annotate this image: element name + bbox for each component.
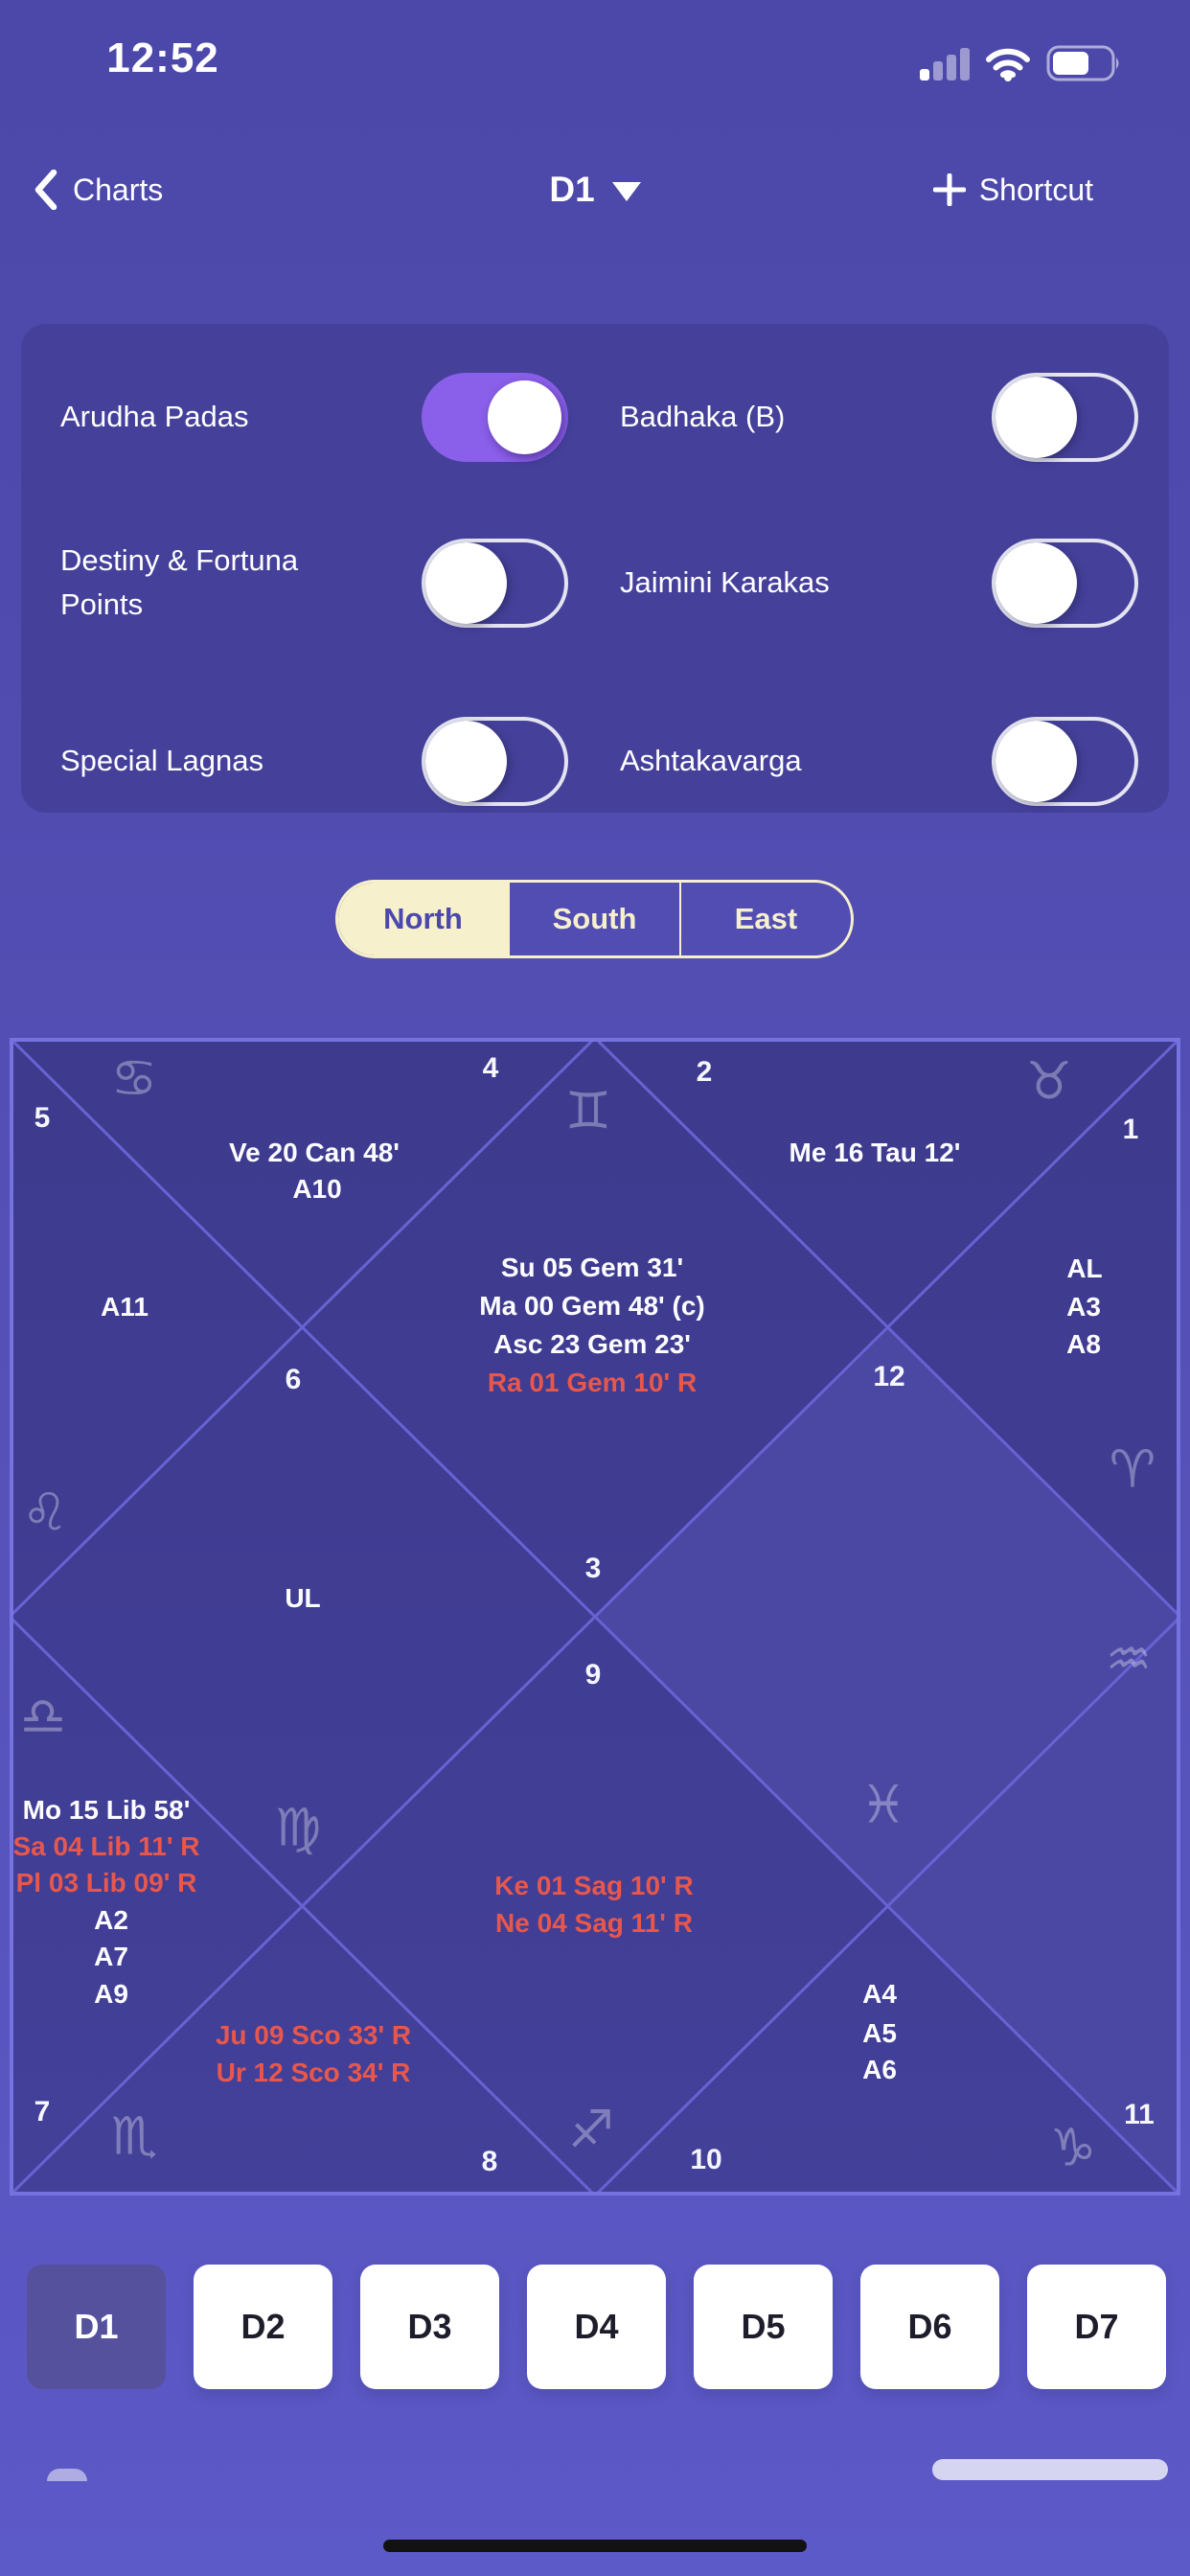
planet-rahu: Ra 01 Gem 10' R [487, 1368, 698, 1397]
house-number-aquarius: 11 [1124, 2099, 1155, 2130]
upapada-lagna: UL [285, 1583, 321, 1613]
gemini-icon: ♊ [564, 1080, 612, 1141]
arudha-lagna: AL [1066, 1254, 1103, 1283]
tab-south[interactable]: South [510, 883, 681, 955]
page-title: D1 [549, 170, 595, 209]
toggle-special-lagnas[interactable] [422, 716, 568, 806]
planet-mercury: Me 16 Tau 12' [789, 1138, 961, 1167]
arudha-a5: A5 [862, 2018, 897, 2048]
aquarius-icon: ♒ [1105, 1628, 1153, 1690]
toggle-label-special-lagnas: Special Lagnas [60, 743, 263, 777]
tab-d1[interactable]: D1 [27, 2265, 166, 2389]
house-number-gemini: 3 [584, 1552, 602, 1584]
toggle-label-destiny-fortuna: Destiny & Fortuna Points [60, 542, 299, 622]
tab-d4[interactable]: D4 [527, 2265, 666, 2389]
toggle-label-jaimini-karakas: Jaimini Karakas [620, 564, 830, 599]
planet-jupiter: Ju 09 Sco 33' R [215, 2020, 412, 2050]
tab-east[interactable]: East [734, 902, 798, 935]
arudha-a4: A4 [862, 1979, 897, 2009]
planet-moon: Mo 15 Lib 58' [22, 1795, 191, 1825]
planet-sun: Su 05 Gem 31' [500, 1253, 684, 1282]
planet-saturn: Sa 04 Lib 11' R [12, 1831, 200, 1861]
house-number-capricorn: 10 [690, 2144, 722, 2175]
battery-icon [1046, 45, 1119, 81]
libra-icon: ♎ [19, 1686, 67, 1747]
arudha-a7: A7 [94, 1942, 128, 1971]
planet-venus: Ve 20 Can 48' [229, 1138, 400, 1167]
toggle-label-ashtakavarga: Ashtakavarga [620, 743, 802, 777]
tab-d7[interactable]: D7 [1027, 2265, 1166, 2389]
house-number-taurus: 2 [696, 1056, 713, 1088]
toggle-destiny-fortuna[interactable] [422, 538, 568, 628]
house-number-libra: 7 [34, 2096, 51, 2128]
partial-panel-edge[interactable] [932, 2459, 1168, 2480]
taurus-icon: ♉ [1025, 1050, 1073, 1112]
house-number-aries: 1 [1122, 1114, 1139, 1145]
planet-ketu: Ke 01 Sag 10' R [494, 1871, 694, 1900]
back-label: Charts [73, 172, 164, 207]
chart-title-dropdown[interactable]: D1 [0, 142, 1190, 238]
house-number-sagittarius: 9 [584, 1659, 602, 1690]
chart-grid [10, 1038, 1180, 2196]
back-chevron-icon [34, 170, 57, 210]
sagittarius-icon: ♐ [567, 2099, 615, 2160]
back-button[interactable]: Charts [34, 142, 163, 238]
tab-d3[interactable]: D3 [360, 2265, 499, 2389]
virgo-icon: ♍ [274, 1797, 322, 1858]
toggle-badhaka[interactable] [992, 372, 1138, 462]
arudha-a2: A2 [94, 1905, 128, 1935]
aries-icon: ♈ [1109, 1438, 1156, 1500]
add-shortcut-button[interactable]: Shortcut [932, 142, 1093, 238]
signal-icon [920, 46, 970, 80]
planet-uranus: Ur 12 Sco 34' R [216, 2058, 411, 2087]
chevron-down-icon [611, 182, 641, 201]
house-number-pisces: 12 [873, 1361, 905, 1392]
plus-icon [932, 173, 966, 206]
toggle-label-badhaka: Badhaka (B) [620, 399, 786, 433]
status-bar: 12:52 [0, 0, 1190, 126]
toggle-label-arudha-padas: Arudha Padas [60, 399, 249, 433]
planet-pluto: Pl 03 Lib 09' R [15, 1868, 197, 1898]
arudha-a6: A6 [862, 2055, 897, 2084]
scorpio-icon: ♏ [110, 2105, 158, 2167]
cancer-icon: ♋ [110, 1047, 158, 1109]
toggle-jaimini-karakas[interactable] [992, 538, 1138, 628]
chart-options-panel: Arudha Padas Badhaka (B) Destiny & Fortu… [21, 324, 1169, 813]
arudha-a3: A3 [1066, 1292, 1101, 1322]
house-number-leo: 5 [34, 1102, 51, 1134]
house-number-virgo: 6 [285, 1364, 302, 1395]
toggle-arudha-padas[interactable] [422, 372, 568, 462]
capricorn-icon: ♑ [1049, 2117, 1097, 2178]
arudha-a9: A9 [94, 1979, 128, 2009]
tab-d2[interactable]: D2 [194, 2265, 332, 2389]
partial-floating-button[interactable] [47, 2469, 87, 2481]
nav-bar: Charts D1 Shortcut [0, 142, 1190, 238]
toggle-ashtakavarga[interactable] [992, 716, 1138, 806]
tab-north[interactable]: North [338, 883, 510, 955]
d1-north-chart: 5 4 2 1 6 12 3 9 7 8 10 11 ♋ ♊ ♉ ♈ ♌ ♎ ♍ ♓ ♏ ♐ ♑ ♒ Ve 20 Can 48'… [10, 1038, 1180, 2196]
arudha-a10: A10 [292, 1174, 342, 1204]
wifi-icon [986, 48, 1030, 81]
shortcut-label: Shortcut [978, 172, 1093, 207]
planet-mars: Ma 00 Gem 48' (c) [479, 1291, 705, 1321]
pisces-icon: ♓ [859, 1774, 907, 1835]
status-time: 12:52 [106, 34, 219, 81]
tab-d5[interactable]: D5 [694, 2265, 833, 2389]
arudha-a11: A11 [101, 1292, 149, 1322]
ascendant-label: Asc 23 Gem 23' [493, 1329, 691, 1359]
planet-neptune: Ne 04 Sag 11' R [495, 1908, 693, 1938]
arudha-a8: A8 [1066, 1329, 1101, 1359]
leo-icon: ♌ [21, 1482, 69, 1543]
tab-d6[interactable]: D6 [860, 2265, 999, 2389]
home-indicator[interactable] [383, 2540, 807, 2552]
divisional-chart-tabs: D1 D2 D3 D4 D5 D6 D7 [27, 2265, 1166, 2389]
house-number-scorpio: 8 [481, 2146, 498, 2177]
chart-style-switcher: North South East [335, 880, 854, 958]
house-number-cancer: 4 [482, 1052, 499, 1084]
